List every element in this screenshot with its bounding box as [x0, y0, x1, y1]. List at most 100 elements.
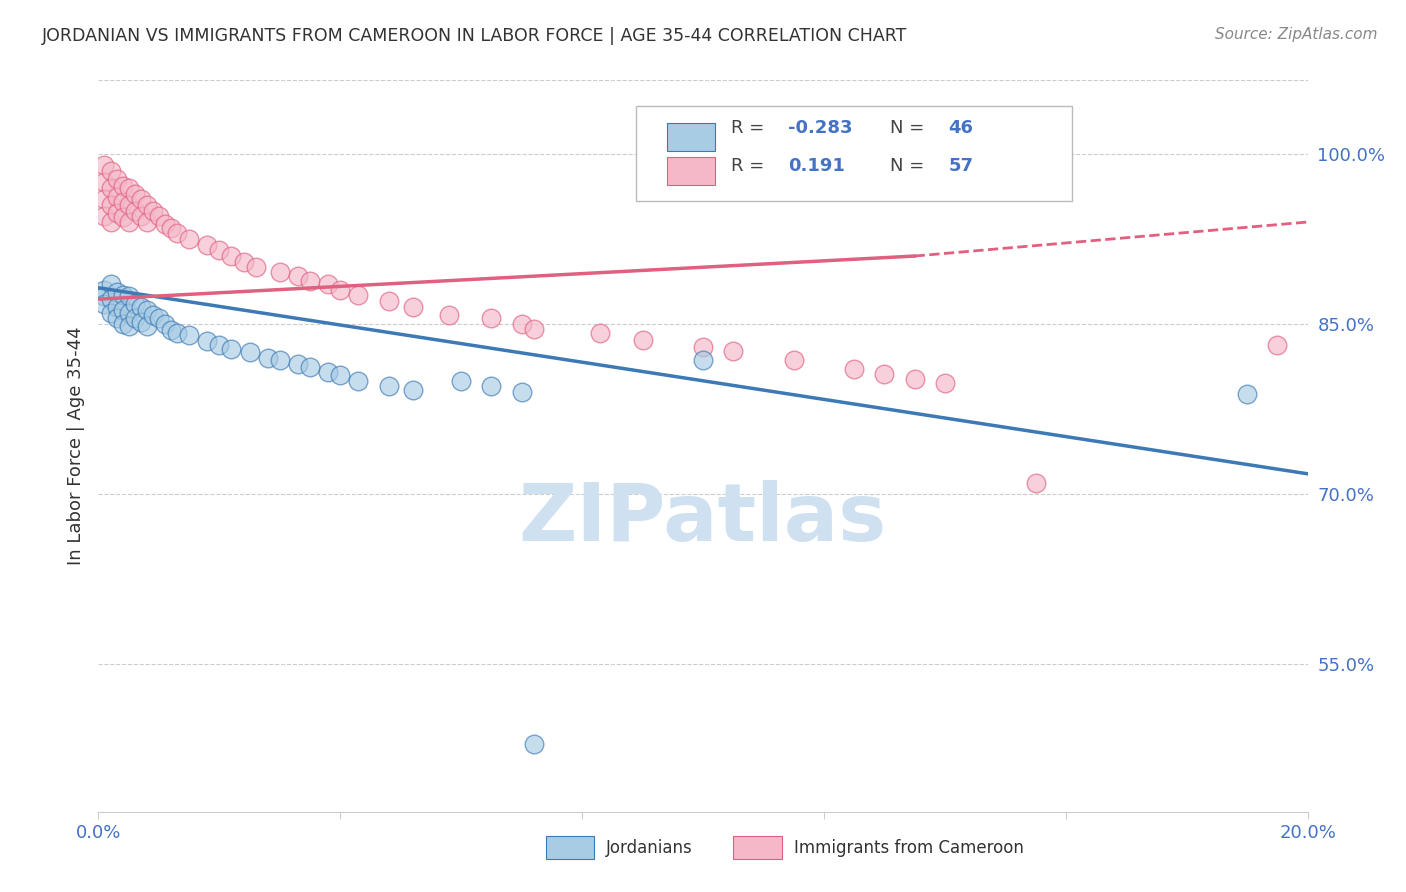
Text: N =: N = [890, 119, 931, 136]
Text: Jordanians: Jordanians [606, 839, 693, 857]
Point [347, 287, 370, 301]
Text: R =: R = [731, 119, 770, 136]
Text: -0.283: -0.283 [787, 119, 852, 136]
Point [105, 311, 128, 326]
Point [135, 198, 157, 212]
Point [124, 311, 146, 326]
Point [105, 285, 128, 300]
Point [124, 203, 146, 218]
Point [160, 323, 183, 337]
Point [208, 337, 231, 351]
Point [904, 371, 927, 385]
Point [142, 308, 165, 322]
Point [377, 294, 399, 309]
Point [232, 254, 254, 268]
Point [105, 172, 128, 186]
Point [124, 296, 146, 310]
Point [142, 203, 165, 218]
Point [299, 360, 322, 375]
Point [631, 333, 654, 347]
Point [692, 340, 714, 354]
Point [195, 237, 218, 252]
Text: Immigrants from Cameroon: Immigrants from Cameroon [793, 839, 1024, 857]
Point [481, 379, 503, 393]
Point [402, 300, 425, 314]
FancyBboxPatch shape [546, 836, 595, 859]
Point [160, 220, 183, 235]
Point [329, 283, 352, 297]
Text: Source: ZipAtlas.com: Source: ZipAtlas.com [1215, 27, 1378, 42]
Point [179, 328, 201, 343]
Point [153, 317, 176, 331]
Point [245, 260, 267, 275]
Point [450, 374, 472, 388]
Point [105, 300, 128, 314]
Text: R =: R = [731, 157, 763, 175]
Point [118, 306, 141, 320]
Point [129, 315, 152, 329]
Point [135, 215, 157, 229]
Point [100, 306, 122, 320]
Point [329, 368, 352, 383]
Point [148, 311, 170, 326]
Point [195, 334, 218, 348]
Point [135, 303, 157, 318]
Point [93, 296, 115, 310]
Point [105, 190, 128, 204]
Point [873, 367, 896, 381]
Point [723, 344, 745, 359]
Point [100, 198, 122, 212]
Point [93, 175, 115, 189]
Point [166, 326, 188, 341]
Point [221, 249, 243, 263]
Point [100, 277, 122, 292]
Text: ZIPatlas: ZIPatlas [519, 480, 887, 558]
Point [166, 227, 188, 241]
Point [208, 244, 231, 258]
Point [510, 317, 533, 331]
Text: 46: 46 [949, 119, 973, 136]
Point [100, 181, 122, 195]
Point [111, 211, 134, 225]
Point [316, 277, 339, 292]
FancyBboxPatch shape [666, 123, 716, 152]
Point [111, 194, 134, 209]
Text: N =: N = [890, 157, 931, 175]
Point [135, 319, 157, 334]
Point [111, 178, 134, 193]
Point [129, 300, 152, 314]
Point [221, 342, 243, 356]
Point [111, 317, 134, 331]
Point [402, 383, 425, 397]
Point [179, 232, 201, 246]
Point [523, 737, 546, 751]
Point [287, 357, 309, 371]
Point [93, 158, 115, 172]
FancyBboxPatch shape [734, 836, 782, 859]
Y-axis label: In Labor Force | Age 35-44: In Labor Force | Age 35-44 [66, 326, 84, 566]
Point [111, 287, 134, 301]
Point [118, 215, 141, 229]
Point [589, 326, 612, 341]
Point [1236, 387, 1258, 401]
Point [783, 353, 806, 368]
Point [124, 186, 146, 201]
Point [118, 319, 141, 334]
Point [287, 269, 309, 284]
Point [105, 206, 128, 220]
Text: JORDANIAN VS IMMIGRANTS FROM CAMEROON IN LABOR FORCE | AGE 35-44 CORRELATION CHA: JORDANIAN VS IMMIGRANTS FROM CAMEROON IN… [42, 27, 907, 45]
Point [100, 164, 122, 178]
Point [93, 289, 115, 303]
Point [844, 362, 866, 376]
Point [100, 215, 122, 229]
Point [111, 303, 134, 318]
Point [93, 192, 115, 206]
Point [692, 353, 714, 368]
Point [437, 308, 460, 322]
Point [316, 365, 339, 379]
Point [1024, 475, 1046, 490]
Point [510, 385, 533, 400]
FancyBboxPatch shape [637, 106, 1071, 201]
Point [93, 210, 115, 224]
Point [269, 265, 291, 279]
